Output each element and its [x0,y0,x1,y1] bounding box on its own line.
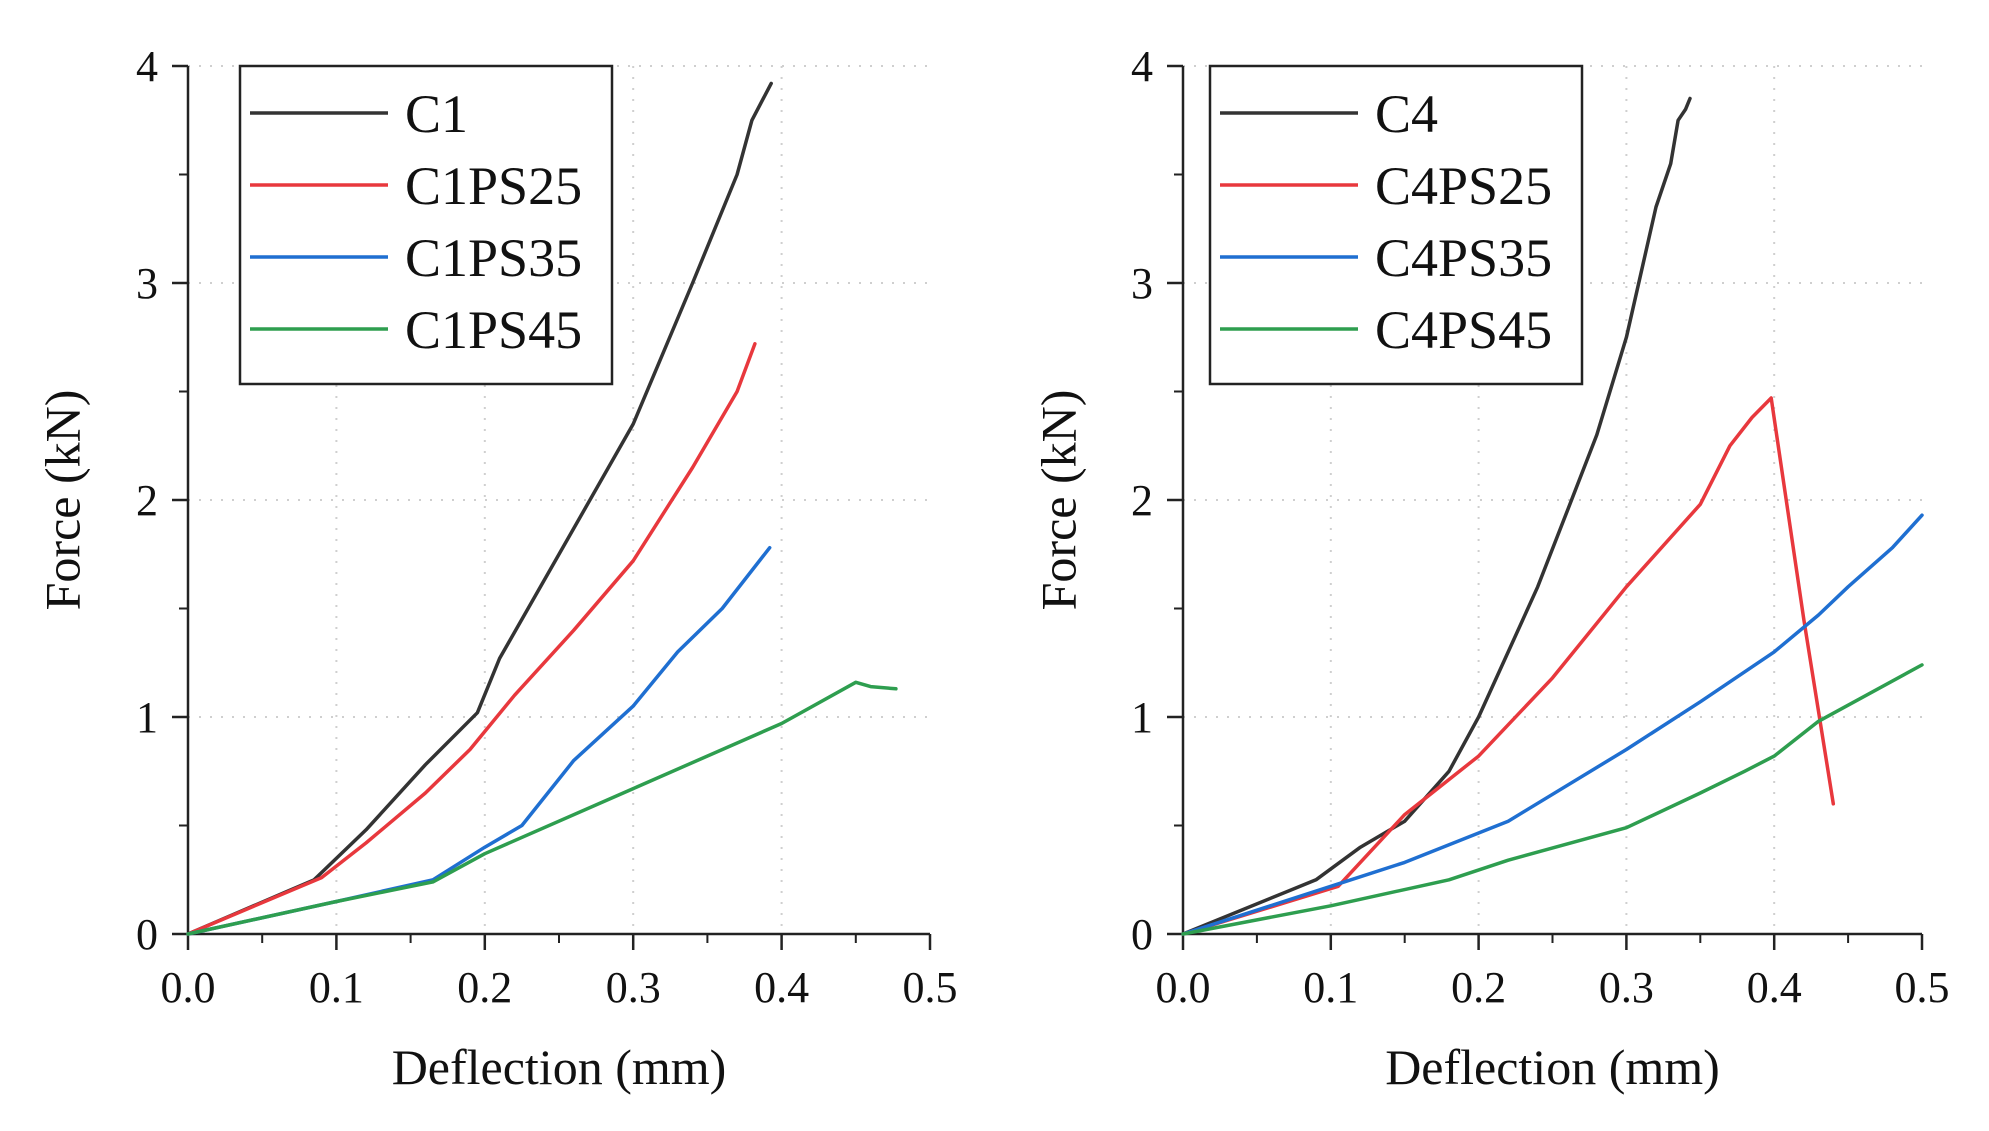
chart2-y-tick-label-4: 4 [1131,42,1153,91]
chart1-y-tick-label-1: 1 [136,693,158,742]
chart1-legend-label-c1ps35: C1PS35 [405,228,582,288]
chart1-y-tick-label-4: 4 [136,42,158,91]
chart-panel-1: 0.0 0.1 0.2 0.3 0.4 0.5 0 1 2 3 4 Deflection (mm) Fo… [35,42,958,1095]
chart2-x-tick-label-0: 0.0 [1156,963,1211,1012]
chart1-series-line-c1 [186,81,773,936]
chart2-series-line-c4ps25 [1181,396,1836,936]
chart2-y-axis-label: Force (kN) [1031,390,1087,611]
chart2-series-line-c4ps35 [1181,513,1924,936]
chart1-series-line-c1ps45 [186,680,898,936]
chart1-x-tick-label-0: 0.0 [161,963,216,1012]
chart1-series-line-c1ps25 [186,342,757,936]
chart2-x-tick-label-5: 0.5 [1895,963,1950,1012]
chart1-legend-label-c1ps25: C1PS25 [405,156,582,216]
chart1-legend-box [238,64,614,386]
chart1-x-axis-label: Deflection (mm) [392,1039,727,1095]
chart2-y-tick-label-0: 0 [1131,910,1153,959]
chart2-x-axis-label: Deflection (mm) [1385,1039,1720,1095]
chart1-x-tick-label-3: 0.3 [606,963,661,1012]
chart2-y-tick-label-3: 3 [1131,259,1153,308]
chart2-legend-label-c4ps45: C4PS45 [1375,300,1552,360]
chart2-legend-label-c4ps35: C4PS35 [1375,228,1552,288]
chart2-x-tick-label-4: 0.4 [1747,963,1802,1012]
chart1-x-tick-label-2: 0.2 [457,963,512,1012]
chart1-legend-label-c1: C1 [405,84,468,144]
chart2-legend-box [1208,64,1584,386]
chart2-legend-label-c4ps25: C4PS25 [1375,156,1552,216]
chart2-x-tick-label-3: 0.3 [1599,963,1654,1012]
chart2-x-tick-label-1: 0.1 [1303,963,1358,1012]
chart1-y-tick-label-3: 3 [136,259,158,308]
chart2-legend-label-c4: C4 [1375,84,1438,144]
chart2-x-tick-label-2: 0.2 [1451,963,1506,1012]
chart2-y-tick-label-1: 1 [1131,693,1153,742]
chart1-x-tick-label-5: 0.5 [903,963,958,1012]
chart1-y-tick-label-2: 2 [136,476,158,525]
chart1-y-axis-label: Force (kN) [35,390,91,611]
chart1-legend-label-c1ps45: C1PS45 [405,300,582,360]
chart1-x-tick-label-4: 0.4 [754,963,809,1012]
chart1-x-tick-label-1: 0.1 [309,963,364,1012]
chart-panel-2: 0.0 0.1 0.2 0.3 0.4 0.5 0 1 2 3 4 Deflection (mm) Fo… [1031,42,1950,1095]
chart2-y-tick-label-2: 2 [1131,476,1153,525]
chart1-y-tick-label-0: 0 [136,910,158,959]
chart2-series-line-c4ps45 [1181,663,1924,936]
